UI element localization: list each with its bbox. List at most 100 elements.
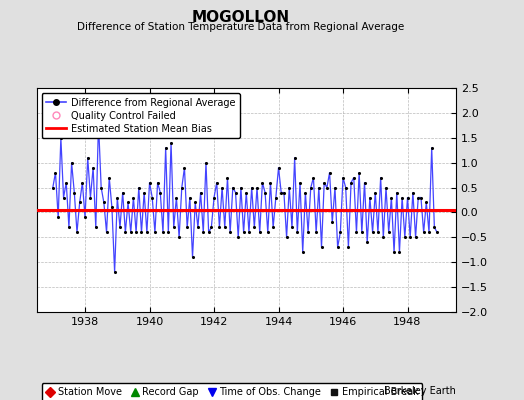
Point xyxy=(70,189,79,196)
Point xyxy=(280,189,288,196)
Point xyxy=(371,189,379,196)
Point xyxy=(266,179,275,186)
Point xyxy=(314,184,323,191)
Point xyxy=(129,194,138,201)
Point xyxy=(81,214,89,221)
Point xyxy=(188,254,196,260)
Point xyxy=(151,229,159,236)
Point xyxy=(401,234,409,240)
Point xyxy=(132,229,140,236)
Point xyxy=(422,199,431,206)
Point xyxy=(250,224,258,230)
Point xyxy=(261,189,269,196)
Point xyxy=(299,249,307,256)
Point xyxy=(232,189,240,196)
Point xyxy=(275,164,283,171)
Point xyxy=(288,224,296,230)
Point xyxy=(111,269,119,275)
Point xyxy=(382,184,390,191)
Point xyxy=(237,184,245,191)
Point xyxy=(100,199,108,206)
Point xyxy=(256,229,264,236)
Point xyxy=(285,184,293,191)
Point xyxy=(414,194,422,201)
Point xyxy=(409,189,417,196)
Point xyxy=(271,194,280,201)
Point xyxy=(148,194,156,201)
Point xyxy=(143,229,151,236)
Point xyxy=(223,174,232,181)
Point xyxy=(245,229,253,236)
Point xyxy=(309,174,318,181)
Point xyxy=(390,249,398,256)
Point xyxy=(89,164,97,171)
Text: MOGOLLON: MOGOLLON xyxy=(192,10,290,25)
Point xyxy=(83,154,92,161)
Point xyxy=(361,179,369,186)
Point xyxy=(127,229,135,236)
Point xyxy=(194,224,202,230)
Point xyxy=(68,160,76,166)
Point xyxy=(118,189,127,196)
Point xyxy=(145,179,154,186)
Point xyxy=(253,184,261,191)
Point xyxy=(191,199,200,206)
Text: Difference of Station Temperature Data from Regional Average: Difference of Station Temperature Data f… xyxy=(78,22,405,32)
Point xyxy=(215,224,224,230)
Point xyxy=(325,170,334,176)
Point xyxy=(304,229,312,236)
Point xyxy=(307,184,315,191)
Point xyxy=(172,194,181,201)
Point xyxy=(387,194,396,201)
Point xyxy=(175,234,183,240)
Point xyxy=(75,199,84,206)
Point xyxy=(293,229,301,236)
Point xyxy=(398,194,406,201)
Point xyxy=(135,184,143,191)
Point xyxy=(428,144,436,151)
Point xyxy=(204,229,213,236)
Point xyxy=(178,184,186,191)
Point xyxy=(113,194,122,201)
Point xyxy=(199,229,208,236)
Point xyxy=(277,189,286,196)
Point xyxy=(180,164,189,171)
Point xyxy=(336,229,345,236)
Point xyxy=(116,224,124,230)
Point xyxy=(406,234,414,240)
Point xyxy=(290,154,299,161)
Point xyxy=(379,234,388,240)
Point xyxy=(105,174,113,181)
Point xyxy=(376,174,385,181)
Text: Berkeley Earth: Berkeley Earth xyxy=(384,386,456,396)
Point xyxy=(342,184,350,191)
Point xyxy=(121,229,129,236)
Point xyxy=(124,199,132,206)
Point xyxy=(344,244,353,250)
Point xyxy=(154,179,162,186)
Point xyxy=(352,229,361,236)
Point xyxy=(226,229,234,236)
Point xyxy=(59,194,68,201)
Point xyxy=(312,229,320,236)
Point xyxy=(167,140,175,146)
Point xyxy=(137,229,146,236)
Point xyxy=(357,229,366,236)
Point xyxy=(258,179,267,186)
Point xyxy=(333,244,342,250)
Point xyxy=(366,194,374,201)
Point xyxy=(264,229,272,236)
Point xyxy=(51,170,60,176)
Point xyxy=(403,194,412,201)
Point xyxy=(94,120,103,126)
Point xyxy=(92,224,100,230)
Point xyxy=(425,229,433,236)
Point xyxy=(355,170,363,176)
Point xyxy=(185,194,194,201)
Point xyxy=(392,189,401,196)
Point xyxy=(213,179,221,186)
Point xyxy=(210,194,218,201)
Point xyxy=(196,189,205,196)
Point xyxy=(54,214,62,221)
Legend: Station Move, Record Gap, Time of Obs. Change, Empirical Break: Station Move, Record Gap, Time of Obs. C… xyxy=(41,384,422,400)
